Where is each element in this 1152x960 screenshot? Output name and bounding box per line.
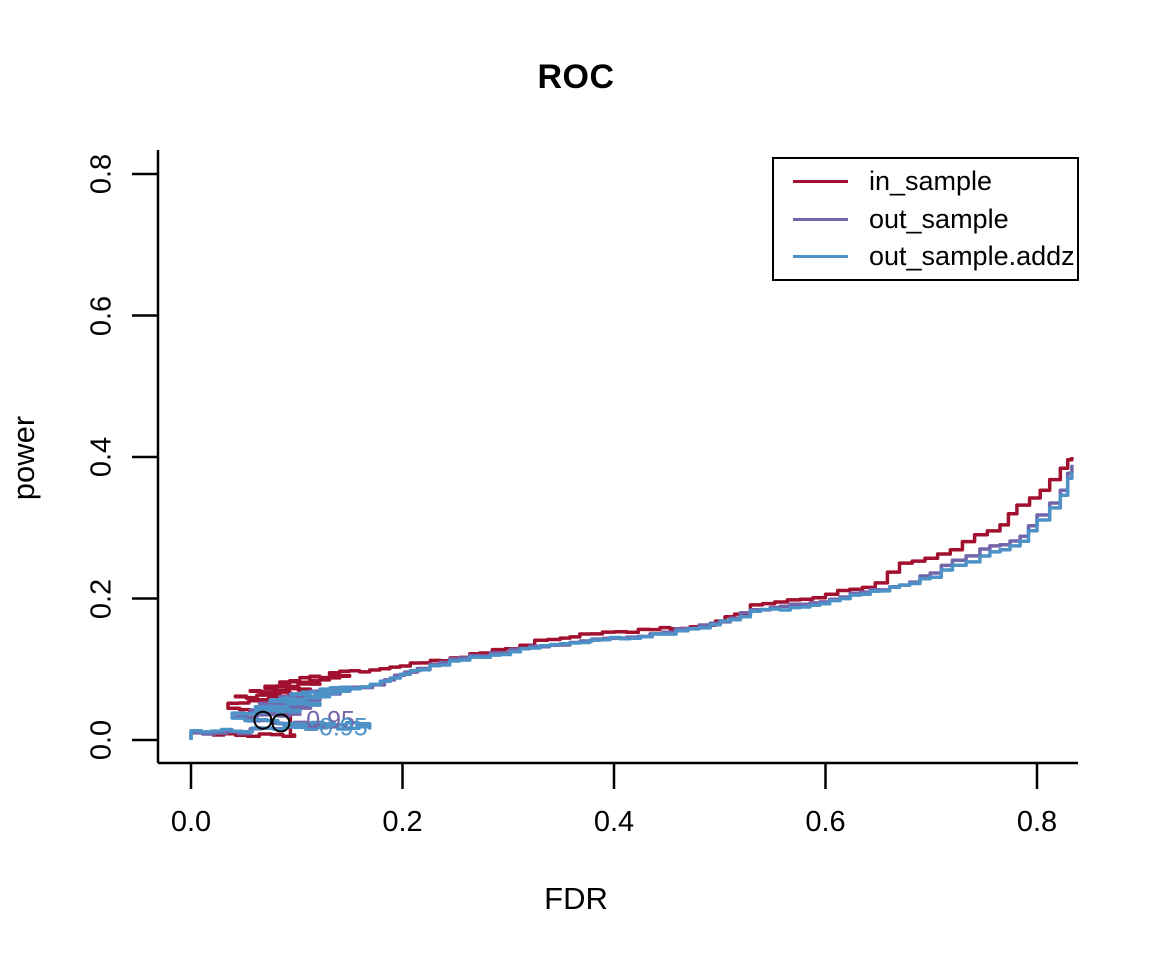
cutoff-label: 0.95 <box>318 713 368 742</box>
legend-line-swatch <box>793 255 848 259</box>
x-tick-label-0.2: 0.2 <box>382 806 423 838</box>
cutoff-label: 0.95 <box>306 706 355 735</box>
x-tick-label-0.8: 0.8 <box>1016 806 1058 838</box>
y-tick-label-0.6: 0.6 <box>85 295 118 336</box>
cutoff-marker <box>271 713 291 733</box>
legend-label: out_sample.addz <box>869 241 1075 272</box>
y-tick-label-0.4: 0.4 <box>85 436 118 478</box>
legend-row-out_sample.addz: out_sample.addz <box>774 241 1077 272</box>
curve-out_sample.addz <box>189 471 1074 740</box>
legend-row-in_sample: in_sample <box>774 166 1077 197</box>
x-tick-label-0.4: 0.4 <box>593 806 635 838</box>
y-axis-label: power <box>6 415 41 501</box>
y-tick-label-0.8: 0.8 <box>85 153 118 195</box>
curve-in_sample <box>212 457 1074 739</box>
curve-out_sample <box>189 464 1074 740</box>
x-tick-label-0.0: 0.0 <box>170 806 212 838</box>
x-axis-label: FDR <box>544 881 608 916</box>
legend-label: out_sample <box>869 203 1009 234</box>
legend: in_sample out_sample out_sample.addz <box>772 157 1079 281</box>
cutoff-marker <box>253 710 273 730</box>
x-tick-label-0.6: 0.6 <box>805 806 846 838</box>
chart-title: ROC <box>537 58 615 96</box>
y-tick-label-0.2: 0.2 <box>85 578 118 619</box>
legend-line-swatch <box>793 179 848 183</box>
y-tick-label-0.0: 0.0 <box>85 719 118 761</box>
legend-row-out_sample: out_sample <box>774 204 1077 235</box>
legend-line-swatch <box>793 217 848 221</box>
legend-label: in_sample <box>869 165 993 196</box>
